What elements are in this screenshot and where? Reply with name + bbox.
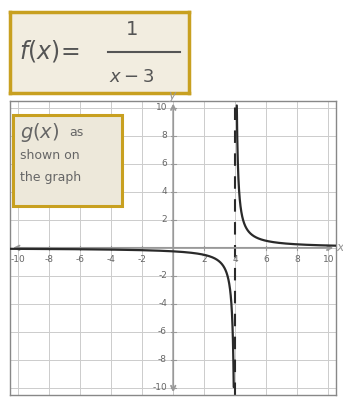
Text: 4: 4 bbox=[162, 187, 167, 196]
Text: shown on: shown on bbox=[20, 149, 79, 162]
Text: -6: -6 bbox=[75, 255, 85, 264]
Text: $1$: $1$ bbox=[125, 21, 138, 39]
Text: 4: 4 bbox=[233, 255, 238, 264]
Text: as: as bbox=[69, 127, 83, 139]
Text: 6: 6 bbox=[161, 159, 167, 168]
Text: -8: -8 bbox=[45, 255, 54, 264]
Text: the graph: the graph bbox=[20, 171, 81, 184]
Text: -2: -2 bbox=[158, 271, 167, 280]
Text: $\mathit{x}-3$: $\mathit{x}-3$ bbox=[109, 68, 154, 85]
Text: 2: 2 bbox=[201, 255, 207, 264]
Text: 6: 6 bbox=[263, 255, 269, 264]
Text: -10: -10 bbox=[11, 255, 25, 264]
Text: $\mathit{f}(\mathit{x})\!=\!$: $\mathit{f}(\mathit{x})\!=\!$ bbox=[19, 38, 80, 64]
Text: -8: -8 bbox=[158, 355, 167, 364]
Text: -6: -6 bbox=[158, 327, 167, 337]
Text: $x$: $x$ bbox=[336, 241, 343, 254]
Text: -10: -10 bbox=[152, 383, 167, 393]
Text: 8: 8 bbox=[295, 255, 300, 264]
Text: -2: -2 bbox=[138, 255, 146, 264]
Text: 10: 10 bbox=[323, 255, 334, 264]
Text: -4: -4 bbox=[107, 255, 116, 264]
Text: 10: 10 bbox=[155, 103, 167, 112]
Text: 8: 8 bbox=[161, 131, 167, 140]
Text: -4: -4 bbox=[158, 299, 167, 308]
Text: 2: 2 bbox=[162, 215, 167, 224]
FancyBboxPatch shape bbox=[13, 115, 122, 206]
Text: $y$: $y$ bbox=[168, 89, 178, 104]
Text: $g(x)$: $g(x)$ bbox=[20, 121, 59, 144]
